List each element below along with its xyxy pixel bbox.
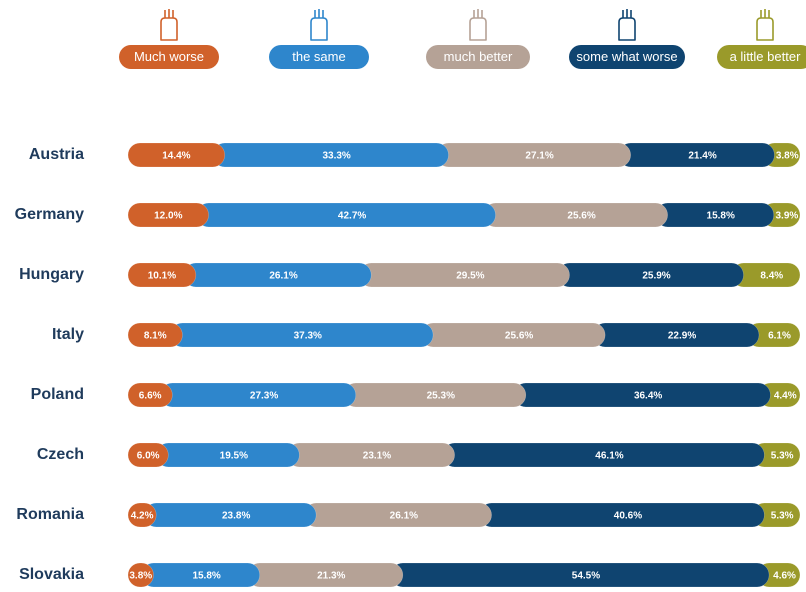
value-label: 40.6% — [614, 511, 642, 522]
legend-pill — [119, 45, 219, 69]
value-label: 6.1% — [768, 331, 791, 342]
category-label: Italy — [52, 326, 84, 343]
legend-pill — [426, 45, 530, 69]
value-label: 6.0% — [137, 451, 160, 462]
value-label: 27.3% — [250, 391, 278, 402]
value-label: 8.1% — [144, 331, 167, 342]
legend-pill — [269, 45, 369, 69]
legend-icon — [160, 9, 178, 41]
legend-pill — [717, 45, 806, 69]
value-label: 3.8% — [776, 151, 799, 162]
legend-item: some what worse — [569, 9, 685, 69]
legend-item: Much worse — [119, 9, 219, 69]
legend-icon — [756, 9, 774, 41]
value-label: 25.6% — [567, 211, 595, 222]
value-label: 5.3% — [771, 451, 794, 462]
value-label: 12.0% — [154, 211, 182, 222]
value-label: 27.1% — [525, 151, 553, 162]
category-label: Austria — [29, 146, 84, 163]
category-label: Poland — [31, 386, 84, 403]
legend-item: the same — [269, 9, 369, 69]
value-label: 6.6% — [139, 391, 162, 402]
value-label: 33.3% — [322, 151, 350, 162]
legend-label: a little better — [730, 49, 801, 64]
legend-icon — [469, 9, 487, 41]
value-label: 3.9% — [775, 211, 798, 222]
value-label: 4.2% — [131, 511, 154, 522]
legend-icon — [310, 9, 328, 41]
value-label: 21.3% — [317, 571, 345, 582]
legend-label: some what worse — [576, 49, 677, 64]
value-label: 5.3% — [771, 511, 794, 522]
value-label: 37.3% — [294, 331, 322, 342]
value-label: 26.1% — [390, 511, 418, 522]
value-label: 23.8% — [222, 511, 250, 522]
value-label: 54.5% — [572, 571, 600, 582]
legend-pill — [569, 45, 685, 69]
value-label: 46.1% — [595, 451, 623, 462]
value-label: 4.6% — [773, 571, 796, 582]
bar-segment — [127, 562, 154, 588]
bar-segment — [127, 142, 226, 168]
value-label: 25.3% — [427, 391, 455, 402]
bar-segment — [127, 502, 157, 528]
category-label: Germany — [15, 206, 84, 223]
legend-item: much better — [426, 9, 530, 69]
value-label: 3.8% — [129, 571, 152, 582]
value-label: 4.4% — [774, 391, 797, 402]
value-label: 21.4% — [688, 151, 716, 162]
value-label: 15.8% — [192, 571, 220, 582]
category-label: Romania — [16, 506, 84, 523]
value-label: 36.4% — [634, 391, 662, 402]
legend-label: Much worse — [134, 49, 204, 64]
category-label: Hungary — [19, 266, 84, 283]
value-label: 26.1% — [269, 271, 297, 282]
bar-segment — [127, 322, 183, 348]
value-label: 25.6% — [505, 331, 533, 342]
bar-segment — [127, 262, 197, 288]
legend-item: a little better — [717, 9, 806, 69]
value-label: 29.5% — [456, 271, 484, 282]
category-label: Czech — [37, 446, 84, 463]
category-label: Slovakia — [19, 566, 84, 583]
value-label: 25.9% — [642, 271, 670, 282]
value-label: 15.8% — [707, 211, 735, 222]
legend-label: the same — [292, 49, 345, 64]
value-label: 10.1% — [148, 271, 176, 282]
value-label: 23.1% — [363, 451, 391, 462]
legend-label: much better — [444, 49, 513, 64]
value-label: 14.4% — [162, 151, 190, 162]
legend-icon — [618, 9, 636, 41]
value-label: 19.5% — [220, 451, 248, 462]
bar-segment — [127, 382, 173, 408]
value-label: 42.7% — [338, 211, 366, 222]
bar-segment — [127, 202, 209, 228]
value-label: 8.4% — [760, 271, 783, 282]
value-label: 22.9% — [668, 331, 696, 342]
bar-segment — [127, 442, 169, 468]
